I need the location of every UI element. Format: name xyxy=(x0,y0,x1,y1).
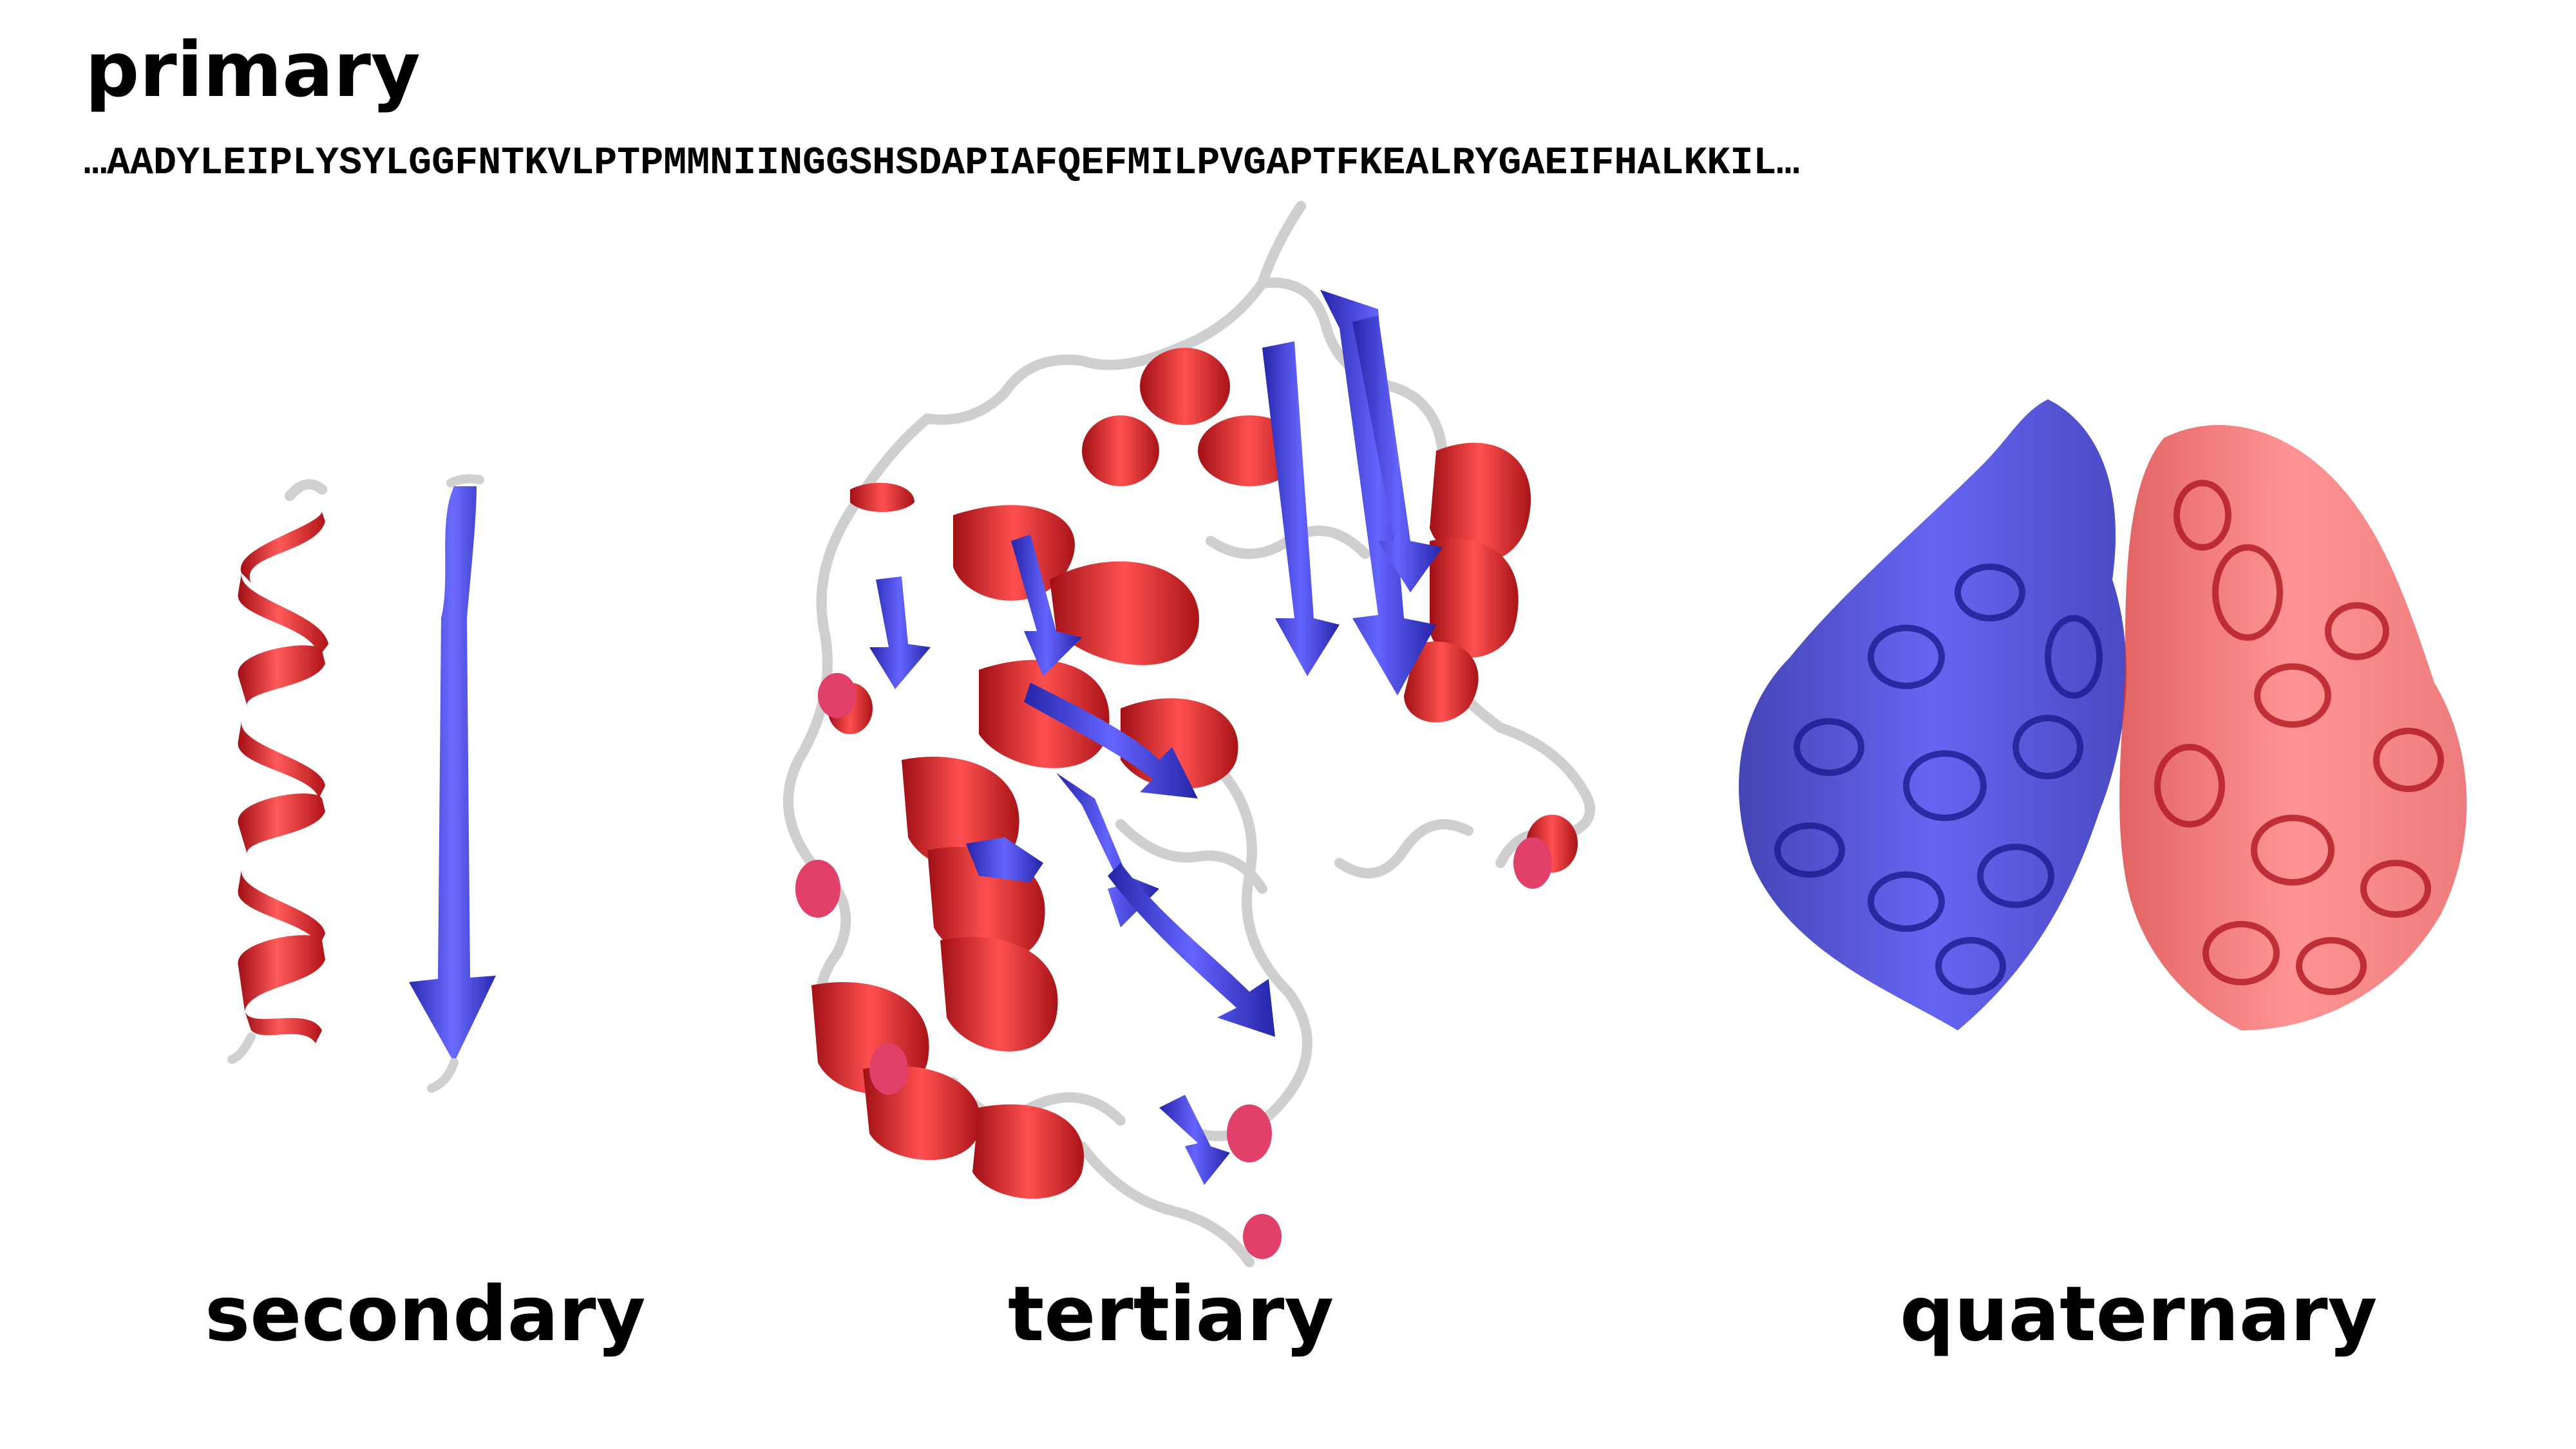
primary-title: primary xyxy=(85,25,421,114)
beta-sheets xyxy=(869,290,1443,1185)
tertiary-structure-panel xyxy=(760,180,1629,1288)
tertiary-structure-graphic xyxy=(783,201,1595,1267)
helices xyxy=(811,348,1578,1199)
blue-subunit xyxy=(1739,399,2126,1030)
tertiary-label: tertiary xyxy=(1008,1269,1334,1358)
red-subunit xyxy=(2119,425,2467,1030)
quaternary-structure-panel xyxy=(1713,386,2518,1069)
amino-acid-sequence: …AADYLEIPLYSYLGGFNTKVLPTPMMNIINGGSHSDAPI… xyxy=(84,142,1800,185)
secondary-label: secondary xyxy=(205,1269,646,1358)
beta-strand xyxy=(409,474,496,1093)
alpha-helix xyxy=(227,479,328,1064)
pink-turns xyxy=(795,673,1552,1259)
secondary-structure-graphic xyxy=(227,474,496,1093)
secondary-structure-panel xyxy=(193,451,554,1127)
quaternary-structure-graphic xyxy=(1739,399,2467,1030)
quaternary-label: quaternary xyxy=(1900,1269,2378,1358)
